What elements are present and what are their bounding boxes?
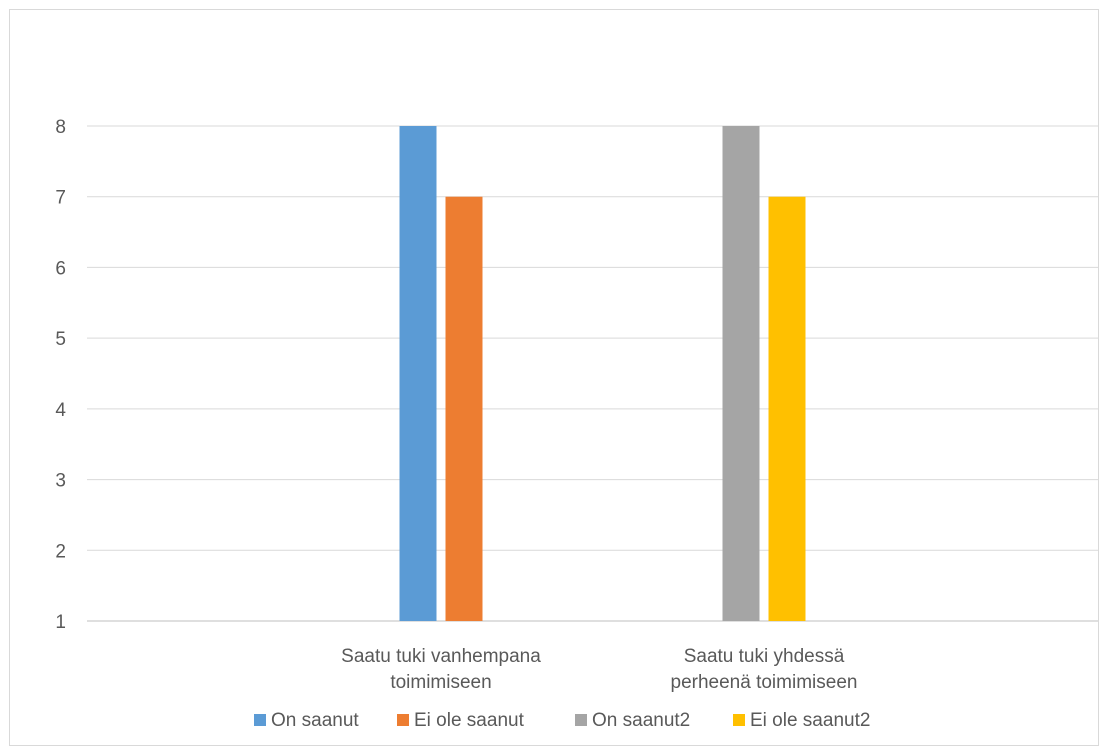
y-tick-label: 8 bbox=[55, 117, 66, 138]
gridlines bbox=[87, 125, 1098, 622]
x-category-label: Saatu tuki yhdessä perheenä toimimiseen bbox=[671, 646, 858, 693]
x-category-label-line: Saatu tuki yhdessä bbox=[684, 646, 845, 667]
x-category-label: Saatu tuki vanhempana toimimiseen bbox=[341, 646, 541, 693]
legend: On saanut Ei ole saanut On saanut2 Ei ole s… bbox=[254, 710, 870, 731]
legend-label: Ei ole saanut bbox=[414, 710, 525, 731]
bar bbox=[768, 196, 806, 621]
bar bbox=[445, 196, 483, 621]
x-category-label-line: perheenä toimimiseen bbox=[671, 672, 858, 693]
y-tick-label: 2 bbox=[55, 541, 66, 562]
y-tick-label: 5 bbox=[55, 329, 66, 350]
legend-swatch bbox=[254, 714, 266, 726]
y-tick-label: 4 bbox=[55, 400, 66, 421]
y-tick-label: 1 bbox=[55, 612, 66, 633]
legend-label: On saanut bbox=[271, 710, 359, 731]
legend-label: Ei ole saanut2 bbox=[750, 710, 870, 731]
chart-frame bbox=[9, 9, 1099, 746]
bar bbox=[722, 126, 760, 621]
bars bbox=[399, 126, 806, 621]
x-category-label-line: toimimiseen bbox=[390, 672, 491, 693]
y-tick-label: 3 bbox=[55, 471, 66, 492]
bar bbox=[399, 126, 437, 621]
legend-swatch bbox=[397, 714, 409, 726]
y-tick-label: 6 bbox=[55, 258, 66, 279]
legend-swatch bbox=[575, 714, 587, 726]
y-axis-ticks: 1 2 3 4 5 6 7 8 bbox=[55, 117, 66, 633]
legend-label: On saanut2 bbox=[592, 710, 690, 731]
y-tick-label: 7 bbox=[55, 188, 66, 209]
x-category-label-line: Saatu tuki vanhempana bbox=[341, 646, 541, 667]
legend-swatch bbox=[733, 714, 745, 726]
